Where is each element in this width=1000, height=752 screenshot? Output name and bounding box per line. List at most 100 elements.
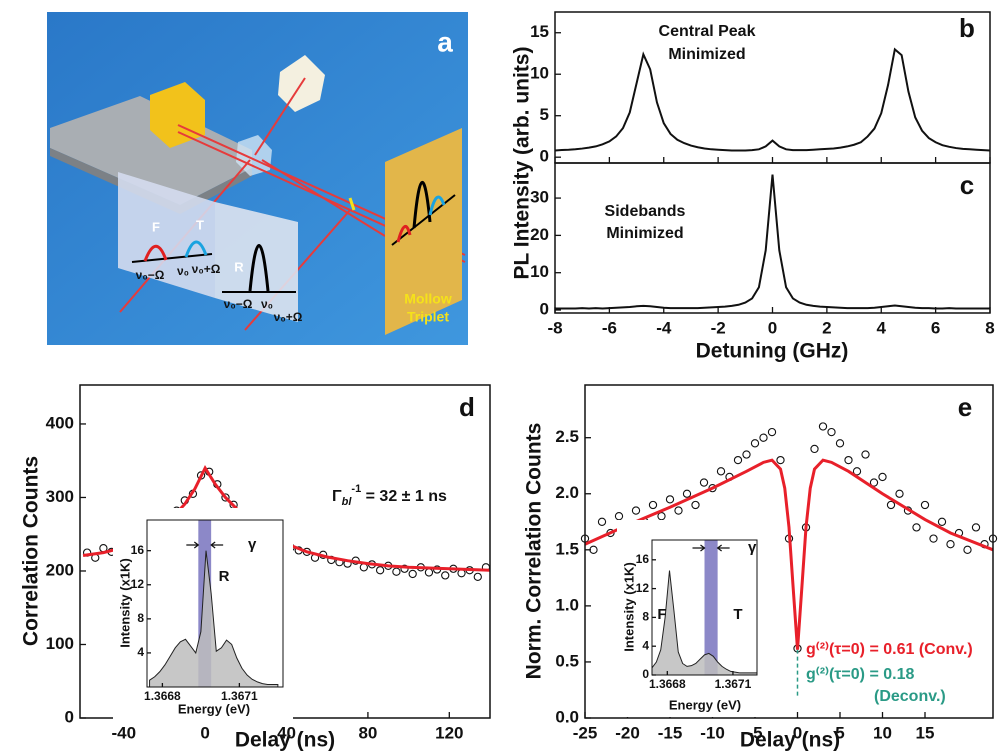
annotation-part: Γ <box>332 488 342 505</box>
data-point <box>878 472 887 482</box>
data-point <box>912 523 921 532</box>
data-point <box>844 455 853 465</box>
y-tick-label: 4 <box>642 638 649 652</box>
data-point <box>971 523 981 532</box>
spectrum-area <box>651 570 758 676</box>
x-tick-label: -40 <box>111 723 136 742</box>
data-point <box>895 489 904 498</box>
x-tick-label: 15 <box>916 723 935 742</box>
x-tick-label: 2 <box>822 318 831 337</box>
y-axis-label: Correlation Counts <box>20 456 43 646</box>
data-point <box>400 564 409 573</box>
x-tick-label: -20 <box>615 723 640 742</box>
axis-label: ν₀ <box>177 264 189 278</box>
sample-slab <box>50 96 252 205</box>
y-tick-label: 15 <box>530 22 549 41</box>
y-tick-label: 8 <box>642 610 649 624</box>
plot <box>580 422 998 698</box>
y-tick-label: 1.0 <box>555 595 579 614</box>
data-point <box>473 572 482 582</box>
data-point <box>691 500 700 510</box>
y-tick-label: 200 <box>46 560 74 579</box>
peak <box>248 244 270 292</box>
x-tick-label: -5 <box>747 723 762 742</box>
peak-label: F <box>152 219 160 234</box>
annotation: g⁽²⁾(τ=0) = 0.18 <box>806 666 914 683</box>
peak <box>412 181 432 229</box>
data-point <box>776 455 785 465</box>
y-tick-label: 0 <box>642 667 649 681</box>
annotation: γ <box>748 539 757 556</box>
y-tick-label: 30 <box>530 188 549 207</box>
data-point <box>657 512 666 521</box>
x-tick-label: 1.3668 <box>649 677 686 691</box>
x-tick-label: -4 <box>656 318 672 337</box>
annotation: R <box>219 568 230 585</box>
data-point <box>716 467 726 476</box>
panel-label: a <box>437 26 453 57</box>
x-axis-label: Delay (ns) <box>235 729 335 752</box>
data-point <box>852 467 862 476</box>
x-tick-label: 6 <box>931 318 940 337</box>
y-axis-label: Intensity (x1K) <box>117 558 132 648</box>
mollow-label: Triplet <box>407 309 449 325</box>
x-tick-label: -25 <box>573 723 598 742</box>
panel-label: e <box>958 392 972 422</box>
x-tick-label: 40 <box>277 723 296 742</box>
y-tick-label: 300 <box>46 487 74 506</box>
y-tick-label: 0.0 <box>555 707 579 726</box>
peak-label: R <box>234 259 244 274</box>
annotation: Sidebands <box>605 203 686 220</box>
data-point <box>767 427 777 437</box>
data-point <box>733 455 743 465</box>
mollow-label: Mollow <box>404 291 452 307</box>
panel-label: b <box>959 13 975 43</box>
annotation: g⁽²⁾(τ=0) = 0.61 (Conv.) <box>806 641 973 658</box>
x-axis-label: Energy (eV) <box>669 697 741 712</box>
peak <box>428 195 446 216</box>
x-tick-label: -2 <box>711 318 726 337</box>
mirror <box>348 197 356 211</box>
data-point <box>674 506 683 515</box>
y-tick-label: 2.0 <box>555 483 579 502</box>
y-tick-label: 8 <box>137 611 144 625</box>
x-tick-label: 1.3671 <box>715 677 752 691</box>
plot <box>149 520 279 688</box>
data-line <box>555 174 990 310</box>
data-point <box>742 450 751 459</box>
data-point <box>937 517 947 526</box>
band <box>704 540 718 675</box>
x-axis-label: Energy (eV) <box>178 701 250 716</box>
y-tick-label: 5 <box>540 105 549 124</box>
panel-label: d <box>459 392 475 422</box>
plot <box>554 47 991 152</box>
y-tick-label: 400 <box>46 413 74 432</box>
y-tick-label: 16 <box>636 552 650 566</box>
panel-label: c <box>960 170 974 200</box>
axis-label: ν₀+Ω <box>274 310 303 324</box>
x-tick-label: 5 <box>835 723 844 742</box>
y-tick-label: 4 <box>137 645 144 659</box>
peak <box>184 240 208 258</box>
annotation: (Deconv.) <box>874 688 946 705</box>
data-point <box>424 568 434 577</box>
data-point <box>827 427 836 437</box>
data-point <box>861 450 870 459</box>
x-tick-label: 80 <box>358 723 377 742</box>
y-tick-label: 10 <box>530 64 549 83</box>
mollow-screen <box>385 128 462 335</box>
x-tick-label: 1.3671 <box>221 689 258 703</box>
x-axis-label: Delay (ns) <box>740 729 840 752</box>
y-tick-label: 20 <box>530 225 549 244</box>
annotation: Central Peak <box>659 23 756 40</box>
annotation-part: = 32 ± 1 ns <box>361 488 447 505</box>
plot <box>555 174 990 310</box>
axis-label: ν₀−Ω <box>224 297 253 311</box>
data-point <box>648 500 658 510</box>
data-point <box>759 433 768 442</box>
annotation: Minimized <box>668 46 745 63</box>
annotation-part: bl <box>342 496 353 508</box>
peak-label: T <box>196 217 204 232</box>
data-point <box>750 439 760 448</box>
annotation-part: -1 <box>351 483 361 495</box>
